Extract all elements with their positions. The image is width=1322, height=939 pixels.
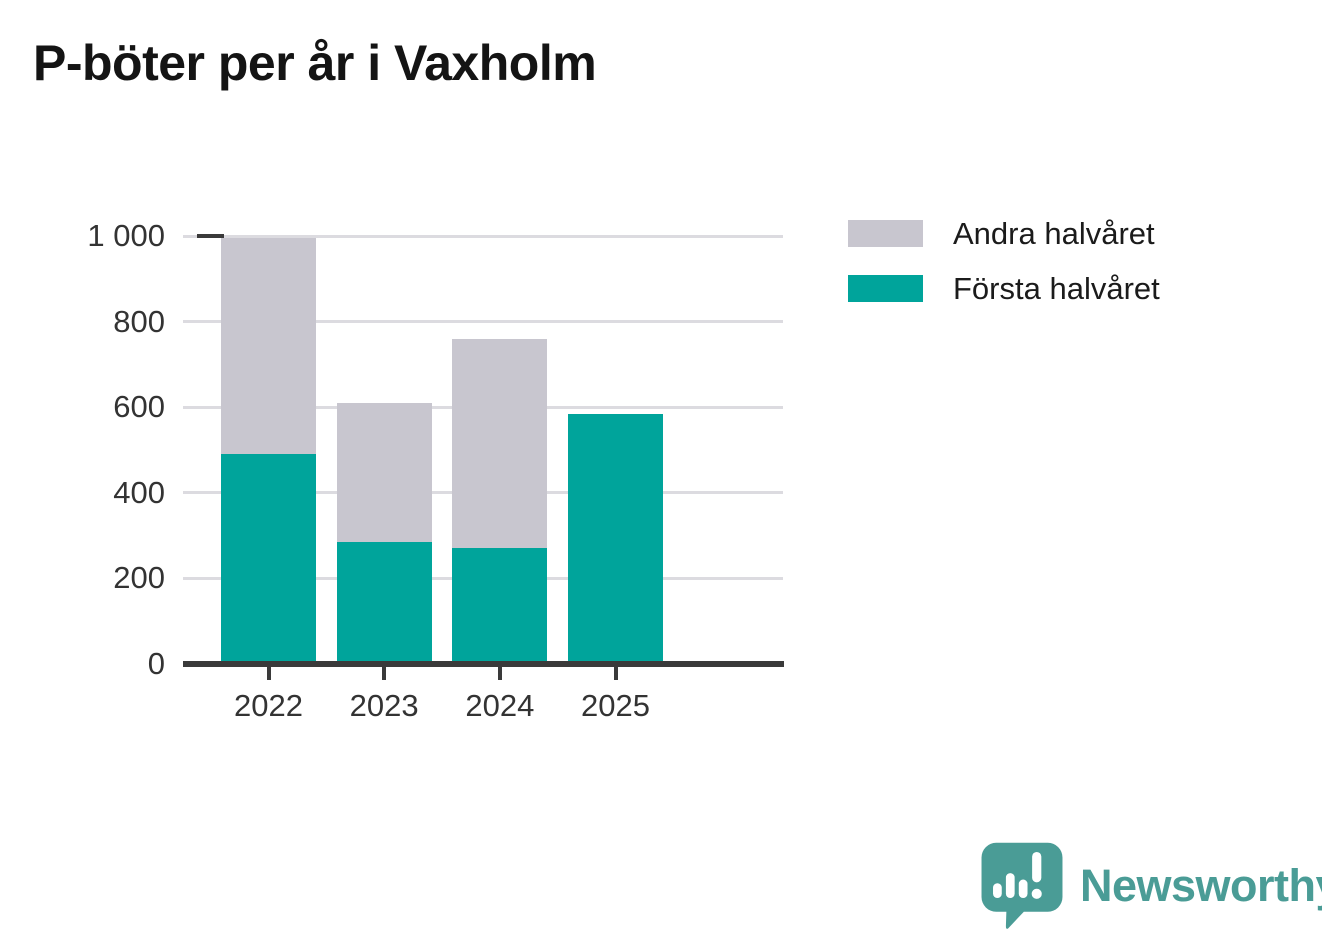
x-tick-label-2024: 2024 (465, 688, 535, 723)
bar-segment-forsta-2024 (452, 548, 548, 664)
legend-swatch-forsta-halvaret (848, 275, 923, 302)
x-axis-tick-2022 (266, 667, 271, 680)
bar-segment-forsta-2022 (221, 454, 316, 664)
legend-item-andra-halvaret: Andra halvåret (848, 216, 1160, 251)
x-tick-label-2025: 2025 (581, 688, 650, 723)
gridline-800 (183, 320, 783, 324)
bar-segment-andra-2022 (221, 238, 316, 455)
x-axis-line (183, 661, 784, 667)
y-tick-label-200: 200 (113, 560, 165, 596)
x-axis-tick-2024 (497, 667, 502, 680)
x-tick-label-2022: 2022 (234, 688, 303, 723)
bar-segment-forsta-2025 (568, 413, 663, 664)
plot-area: 0 200 400 600 800 1 000 2022 2023 2024 2025 (87, 218, 783, 723)
legend: Andra halvåret Första halvåret (848, 216, 1160, 330)
newsworthy-logo: Newsworthy (976, 840, 1322, 932)
x-axis-tick-2023 (382, 667, 387, 680)
legend-item-forsta-halvaret: Första halvåret (848, 271, 1160, 306)
y-tick-label-0: 0 (147, 646, 165, 681)
y-axis-max-tick (197, 234, 224, 238)
chart-title: P-böter per år i Vaxholm (33, 35, 597, 91)
bar-segment-andra-2024 (452, 338, 548, 549)
y-tick-label-400: 400 (113, 474, 165, 510)
y-tick-label-1000: 1 000 (87, 218, 165, 253)
newsworthy-logo-text: Newsworthy (1080, 860, 1322, 911)
gridline-1000 (183, 234, 783, 238)
x-axis-tick-2025 (613, 667, 618, 680)
newsworthy-logo-icon (981, 842, 1063, 929)
y-tick-label-800: 800 (113, 303, 165, 339)
bar-segment-forsta-2023 (336, 542, 432, 664)
x-tick-label-2023: 2023 (349, 688, 419, 723)
legend-label-forsta-halvaret: Första halvåret (953, 270, 1160, 306)
y-tick-label-600: 600 (113, 389, 165, 425)
legend-swatch-andra-halvaret (848, 220, 923, 247)
bar-segment-andra-2023 (336, 402, 432, 542)
legend-label-andra-halvaret: Andra halvåret (953, 215, 1155, 251)
